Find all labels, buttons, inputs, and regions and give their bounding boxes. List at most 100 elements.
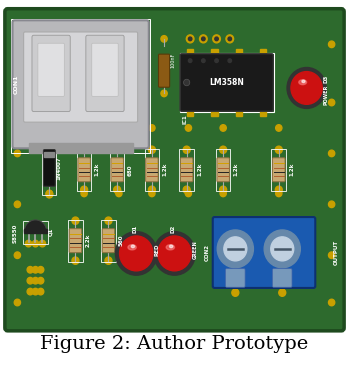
Text: CON2: CON2 — [205, 244, 210, 261]
Text: IC1: IC1 — [183, 114, 187, 124]
Circle shape — [27, 288, 34, 295]
Text: 1.2k: 1.2k — [289, 163, 294, 176]
Circle shape — [224, 237, 247, 261]
Circle shape — [72, 217, 79, 224]
Circle shape — [213, 57, 220, 65]
Circle shape — [46, 125, 52, 131]
Circle shape — [38, 266, 44, 273]
Circle shape — [188, 59, 192, 62]
Circle shape — [32, 240, 39, 247]
Circle shape — [220, 146, 227, 153]
Wedge shape — [24, 220, 46, 231]
Bar — [29, 142, 133, 153]
FancyBboxPatch shape — [86, 35, 124, 112]
FancyBboxPatch shape — [217, 158, 229, 182]
Circle shape — [148, 146, 155, 153]
Ellipse shape — [302, 80, 305, 82]
FancyBboxPatch shape — [180, 54, 273, 111]
FancyBboxPatch shape — [273, 158, 285, 182]
Bar — [211, 110, 218, 116]
Text: 2.2k: 2.2k — [86, 234, 91, 247]
Circle shape — [46, 191, 53, 198]
Circle shape — [276, 125, 282, 131]
Circle shape — [116, 231, 157, 275]
Circle shape — [105, 257, 112, 264]
Text: D2: D2 — [170, 224, 175, 233]
Circle shape — [32, 277, 39, 284]
Text: LM358N: LM358N — [209, 78, 244, 87]
Circle shape — [14, 150, 21, 157]
Circle shape — [154, 231, 195, 275]
Ellipse shape — [166, 245, 174, 250]
FancyBboxPatch shape — [158, 54, 170, 87]
Circle shape — [217, 230, 253, 268]
Circle shape — [279, 289, 286, 296]
FancyBboxPatch shape — [38, 43, 64, 96]
Circle shape — [228, 37, 231, 41]
Text: 1N4007: 1N4007 — [57, 156, 61, 180]
Circle shape — [14, 299, 21, 306]
Circle shape — [202, 59, 205, 62]
Circle shape — [120, 236, 153, 271]
FancyBboxPatch shape — [5, 9, 344, 331]
Circle shape — [188, 37, 192, 41]
Ellipse shape — [184, 79, 190, 86]
Bar — [260, 110, 266, 116]
Circle shape — [287, 68, 326, 108]
Circle shape — [185, 190, 192, 197]
Circle shape — [185, 125, 192, 131]
Text: Figure 2: Author Prototype: Figure 2: Author Prototype — [40, 335, 309, 353]
Circle shape — [328, 150, 335, 157]
Circle shape — [183, 146, 190, 153]
Circle shape — [116, 125, 122, 131]
Circle shape — [264, 230, 300, 268]
Circle shape — [38, 277, 44, 284]
Circle shape — [114, 186, 121, 193]
Bar — [260, 49, 266, 55]
Circle shape — [148, 186, 155, 193]
Bar — [236, 110, 242, 116]
FancyBboxPatch shape — [44, 150, 55, 186]
Circle shape — [186, 35, 194, 43]
Circle shape — [220, 186, 227, 193]
Circle shape — [328, 299, 335, 306]
FancyBboxPatch shape — [32, 35, 70, 112]
Circle shape — [220, 125, 226, 131]
FancyBboxPatch shape — [69, 229, 82, 253]
Circle shape — [228, 59, 231, 62]
Circle shape — [38, 288, 44, 295]
Circle shape — [46, 190, 52, 197]
Text: 1.2k: 1.2k — [162, 163, 167, 176]
Text: POWER: POWER — [323, 85, 328, 105]
Text: Q1: Q1 — [49, 227, 54, 236]
FancyBboxPatch shape — [111, 158, 124, 182]
FancyBboxPatch shape — [78, 158, 90, 182]
Circle shape — [226, 35, 233, 43]
Text: D3: D3 — [323, 75, 328, 83]
Text: 1.2k: 1.2k — [233, 163, 238, 176]
Circle shape — [232, 289, 239, 296]
Circle shape — [328, 252, 335, 258]
Bar — [187, 110, 193, 116]
Circle shape — [276, 190, 282, 197]
Ellipse shape — [131, 245, 135, 248]
Circle shape — [14, 99, 21, 106]
FancyBboxPatch shape — [102, 229, 115, 253]
Circle shape — [161, 36, 167, 42]
Circle shape — [25, 240, 32, 247]
Circle shape — [328, 99, 335, 106]
Circle shape — [149, 125, 155, 131]
Circle shape — [291, 72, 322, 104]
FancyBboxPatch shape — [225, 269, 245, 287]
Circle shape — [14, 41, 21, 47]
Ellipse shape — [128, 245, 136, 250]
Circle shape — [200, 35, 207, 43]
Circle shape — [105, 217, 112, 224]
Text: RED: RED — [155, 243, 159, 256]
Text: OUTPUT: OUTPUT — [334, 240, 339, 265]
Circle shape — [81, 190, 87, 197]
FancyBboxPatch shape — [24, 32, 138, 122]
Text: 560: 560 — [119, 235, 124, 246]
Ellipse shape — [299, 80, 306, 85]
Circle shape — [14, 124, 22, 132]
